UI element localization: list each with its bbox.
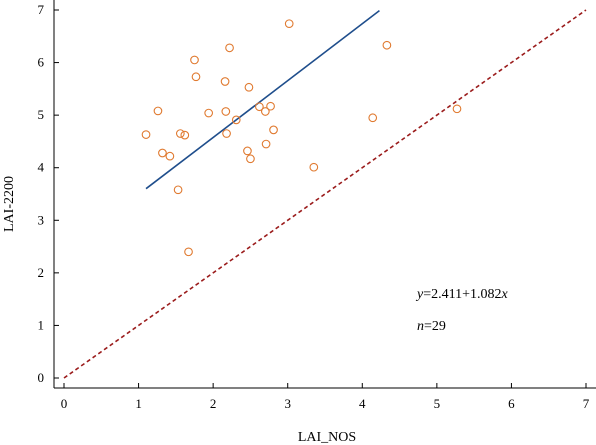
x-tick-label: 0 xyxy=(61,396,68,411)
data-point xyxy=(266,101,275,111)
y-tick-label: 7 xyxy=(38,2,45,17)
fit-line-layer xyxy=(145,10,380,190)
data-point xyxy=(231,115,241,125)
data-point xyxy=(221,107,231,116)
data-point xyxy=(184,247,193,257)
data-point xyxy=(225,43,234,53)
y-tick-label: 6 xyxy=(38,55,45,70)
identity-line-layer xyxy=(63,9,587,379)
data-point xyxy=(220,77,230,86)
x-tick-label: 4 xyxy=(359,396,366,411)
y-tick-label: 2 xyxy=(38,265,45,280)
y-axis-title: LAI-2200 xyxy=(2,176,17,232)
data-point xyxy=(244,82,254,92)
data-point xyxy=(368,113,378,123)
data-point xyxy=(452,104,462,114)
data-point xyxy=(309,162,319,172)
data-point xyxy=(173,185,183,195)
y-tick-label: 4 xyxy=(38,160,45,175)
x-axis-title: LAI_NOS xyxy=(298,430,356,445)
data-point xyxy=(246,154,255,164)
x-tick-label: 3 xyxy=(284,396,291,411)
regression-equation-label: y=2.411+1.082x xyxy=(415,287,509,302)
data-point xyxy=(284,19,294,29)
data-point xyxy=(269,125,278,135)
data-point xyxy=(243,146,252,156)
data-point xyxy=(382,40,392,50)
x-tick-label: 6 xyxy=(508,396,515,411)
ticks-layer: 0 1 2 3 4 5 6 7 0 1 2 3 4 5 6 7 xyxy=(38,2,590,411)
identity-line xyxy=(63,9,587,379)
data-point xyxy=(222,129,231,138)
data-point xyxy=(255,102,264,112)
data-point xyxy=(175,129,185,138)
data-point xyxy=(260,107,270,116)
x-tick-label: 2 xyxy=(210,396,217,411)
regression-line xyxy=(145,10,380,190)
data-point xyxy=(141,130,151,139)
sample-size-label: n=29 xyxy=(417,319,446,334)
data-points-layer xyxy=(141,19,462,257)
data-point xyxy=(180,130,190,140)
x-tick-label: 7 xyxy=(583,396,590,411)
data-point xyxy=(165,151,175,161)
axes-layer xyxy=(53,0,596,389)
y-tick-label: 0 xyxy=(38,370,45,385)
x-tick-label: 5 xyxy=(434,396,441,411)
y-tick-label: 1 xyxy=(38,317,45,332)
data-point xyxy=(261,139,271,149)
data-point xyxy=(190,55,199,65)
data-point xyxy=(158,148,167,158)
data-point xyxy=(153,106,163,116)
data-point xyxy=(204,108,214,118)
y-tick-label: 3 xyxy=(38,212,45,227)
data-point xyxy=(191,72,201,82)
y-tick-label: 5 xyxy=(38,107,45,122)
x-tick-label: 1 xyxy=(135,396,142,411)
